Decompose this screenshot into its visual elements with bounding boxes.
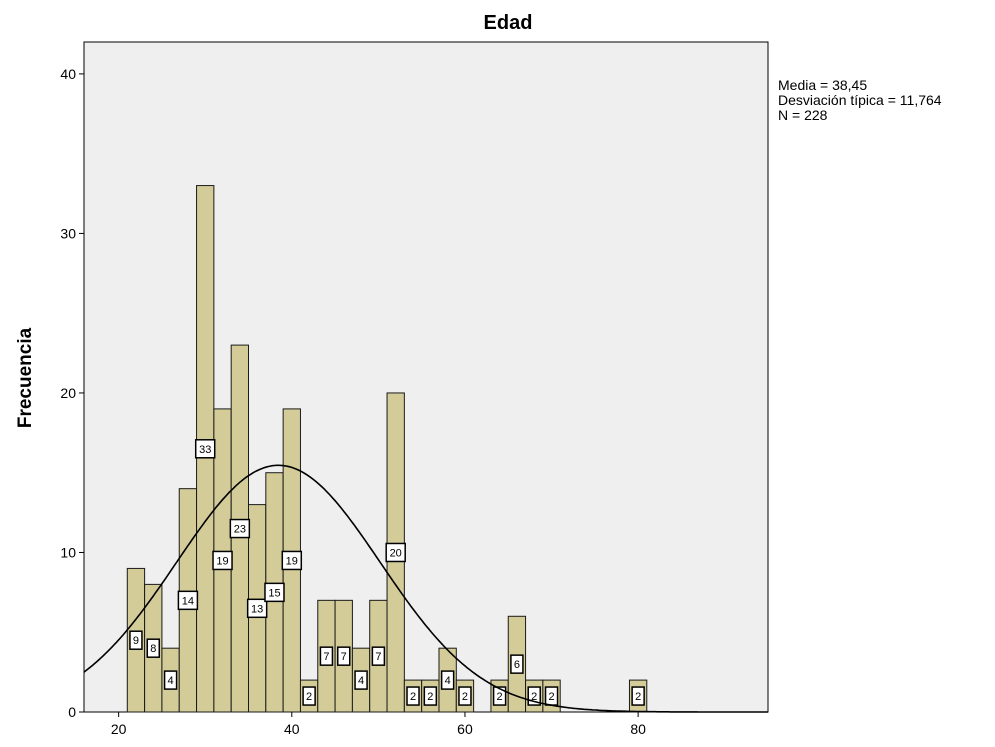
bar-count-text: 19 [216, 555, 228, 567]
bar-count-text: 2 [306, 691, 312, 703]
bar-count-box [319, 646, 334, 666]
bar-count-box [163, 670, 178, 690]
bar-count-label: 9 [129, 630, 143, 650]
bar-count-box [423, 686, 438, 706]
bar-count-label: 19 [281, 550, 303, 571]
bar-count-label: 2 [423, 686, 438, 706]
bar-count-text: 7 [323, 651, 329, 663]
x-tick-label: 40 [284, 721, 300, 737]
bar-count-label: 2 [302, 686, 316, 706]
bar-count-label: 7 [319, 646, 334, 666]
axes-layer: 20 40 60 80 0 10 20 30 40 [60, 66, 646, 737]
bar-count-box [371, 646, 386, 666]
bar-count-text: 4 [358, 675, 364, 687]
bar-count-box [385, 542, 406, 563]
bar-count-label: 6 [510, 654, 524, 674]
bar-count-label: 20 [385, 542, 406, 563]
bar-count-label: 15 [264, 582, 285, 603]
bar-count-text: 4 [168, 675, 174, 687]
x-tick-label: 80 [630, 721, 646, 737]
bar-count-text: 23 [234, 524, 246, 536]
bar-count-text: 20 [390, 547, 402, 559]
bar-count-box [264, 582, 285, 603]
bar-count-text: 2 [548, 691, 554, 703]
bar-count-label: 19 [212, 550, 233, 571]
bar-count-text: 14 [182, 595, 194, 607]
bar-count-box [336, 646, 351, 666]
bar-count-box [302, 686, 316, 706]
bar-count-box [129, 630, 143, 650]
bar-count-text: 2 [497, 691, 503, 703]
bar-count-text: 4 [445, 675, 451, 687]
bar-count-text: 8 [150, 643, 156, 655]
bar-count-text: 2 [635, 691, 641, 703]
bar-count-label: 13 [246, 598, 268, 619]
y-tick-label: 10 [60, 544, 76, 560]
bar-count-box [406, 686, 420, 706]
y-axis-label: Frecuencia [15, 327, 36, 428]
bar-count-label: 4 [440, 670, 455, 690]
bar-count-box [354, 670, 368, 690]
bar-count-text: 6 [514, 659, 520, 671]
bar-count-label: 2 [544, 686, 559, 706]
y-tick-label: 20 [60, 385, 76, 401]
bar-count-text: 15 [268, 587, 280, 599]
bar-count-box [212, 550, 233, 571]
y-tick-label: 30 [60, 225, 76, 241]
bar-count-label: 7 [371, 646, 386, 666]
bar-count-box [146, 638, 161, 658]
bar-count-label: 7 [336, 646, 351, 666]
bar-count-box [492, 686, 507, 706]
bar-count-text: 2 [462, 691, 468, 703]
bar-count-label: 8 [146, 638, 161, 658]
bar-count-text: 9 [133, 635, 139, 647]
bar-count-label: 4 [163, 670, 178, 690]
bar-count-box [510, 654, 524, 674]
x-tick-label: 60 [457, 721, 473, 737]
bar-count-label: 33 [194, 439, 216, 459]
normal-curve [83, 464, 768, 713]
stat-n: N = 228 [778, 107, 828, 123]
y-tick-label: 40 [60, 66, 76, 82]
bar-count-box [177, 590, 199, 611]
stats-box: Media = 38,45 Desviación típica = 11,764… [778, 78, 942, 123]
y-tick-label: 0 [68, 704, 76, 720]
bar-count-box [458, 686, 472, 706]
bar-count-box [194, 439, 216, 459]
bar-count-text: 7 [375, 651, 381, 663]
chart-title: Edad [484, 12, 533, 34]
bar-count-box [246, 598, 268, 619]
stat-sd: Desviación típica = 11,764 [778, 92, 942, 108]
bar-count-label: 23 [229, 518, 251, 539]
bar-count-label: 2 [631, 686, 645, 706]
bar-count-label: 2 [406, 686, 420, 706]
stat-mean: Media = 38,45 [778, 77, 868, 93]
bar-count-label: 14 [177, 590, 199, 611]
bar-count-box [440, 670, 455, 690]
bar-count-text: 33 [199, 444, 211, 456]
bar-count-text: 2 [531, 691, 537, 703]
bar-count-box [631, 686, 645, 706]
bar-count-text: 13 [251, 603, 263, 615]
bar-count-box [229, 518, 251, 539]
bar-count-box [281, 550, 303, 571]
x-tick-label: 20 [111, 721, 127, 737]
bar-count-label: 2 [492, 686, 507, 706]
bar-count-text: 19 [286, 555, 298, 567]
bar-count-text: 2 [410, 691, 416, 703]
bar-count-text: 2 [427, 691, 433, 703]
bar-count-label: 4 [354, 670, 368, 690]
bar-count-text: 7 [341, 651, 347, 663]
bar-count-label: 2 [458, 686, 472, 706]
